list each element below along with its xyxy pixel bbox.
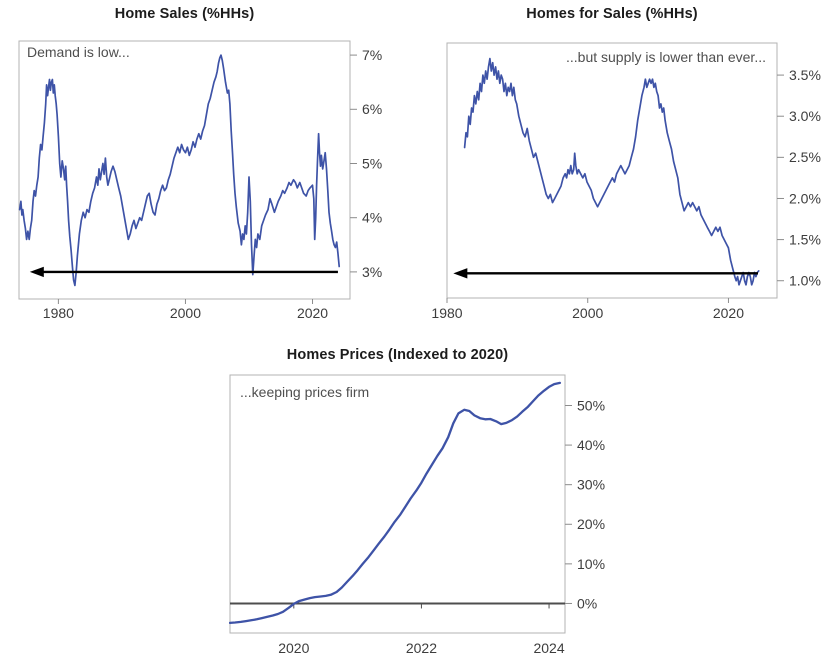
- y-tick-label: 1.0%: [789, 273, 821, 289]
- x-tick-label: 2022: [406, 640, 437, 656]
- y-tick-label: 3.5%: [789, 67, 821, 83]
- chart-annotation: Demand is low...: [27, 44, 130, 60]
- x-tick-label: 2000: [572, 305, 603, 321]
- y-tick-label: 40%: [577, 437, 605, 453]
- x-tick-label: 2020: [278, 640, 309, 656]
- chart-annotation: ...keeping prices firm: [240, 384, 370, 400]
- y-tick-label: 1.5%: [789, 231, 821, 247]
- chart-title: Homes Prices (Indexed to 2020): [286, 347, 509, 363]
- y-tick-label: 20%: [577, 516, 605, 532]
- chart-home-prices-canvas: 50% 40% 30% 20% 10% 0% 2020 2022 2024: [229, 374, 605, 656]
- y-tick-label: 3%: [362, 264, 382, 280]
- chart-home-sales-canvas: 7% 6% 5% 4% 3% 1980 2000 2020: [18, 40, 382, 321]
- x-tick-label: 2000: [170, 305, 201, 321]
- y-tick-label: 2.5%: [789, 149, 821, 165]
- x-tick-label: 2024: [533, 640, 564, 656]
- x-tick-label: 2020: [297, 305, 328, 321]
- chart-home-prices: 50% 40% 30% 20% 10% 0% 2020 2022 2024 Homes Pric…: [210, 340, 630, 670]
- y-tick-label: 0%: [577, 595, 597, 611]
- y-tick-label: 3.0%: [789, 108, 821, 124]
- y-tick-label: 50%: [577, 397, 605, 413]
- x-tick-label: 1980: [431, 305, 462, 321]
- plot-border: [229, 374, 566, 634]
- y-tick-label: 6%: [362, 101, 382, 117]
- y-tick-label: 2.0%: [789, 190, 821, 206]
- series-line: [463, 57, 760, 286]
- y-tick-label: 10%: [577, 556, 605, 572]
- y-tick-label: 5%: [362, 155, 382, 171]
- chart-home-sales: 7% 6% 5% 4% 3% 1980 2000 2020 Home Sales (%HHs)…: [0, 0, 420, 335]
- plot-border: [446, 42, 778, 299]
- chart-title: Homes for Sales (%HHs): [526, 6, 698, 22]
- x-tick-label: 1980: [43, 305, 74, 321]
- x-tick-label: 2020: [713, 305, 744, 321]
- trend-arrow-head: [29, 266, 44, 278]
- trend-arrow-head: [453, 268, 468, 279]
- series-line: [18, 54, 341, 287]
- chart-homes-for-sale-canvas: 3.5% 3.0% 2.5% 2.0% 1.5% 1.0% 1980 2000 2020: [431, 42, 821, 321]
- chart-title: Home Sales (%HHs): [114, 6, 255, 22]
- plot-border: [18, 40, 351, 300]
- y-tick-label: 30%: [577, 477, 605, 493]
- y-tick-label: 4%: [362, 210, 382, 226]
- chart-homes-for-sale: 3.5% 3.0% 2.5% 2.0% 1.5% 1.0% 1980 2000 2020 Hom…: [420, 0, 840, 335]
- series-line: [229, 381, 562, 625]
- chart-annotation: ...but supply is lower than ever...: [566, 49, 766, 65]
- y-tick-label: 7%: [362, 47, 382, 63]
